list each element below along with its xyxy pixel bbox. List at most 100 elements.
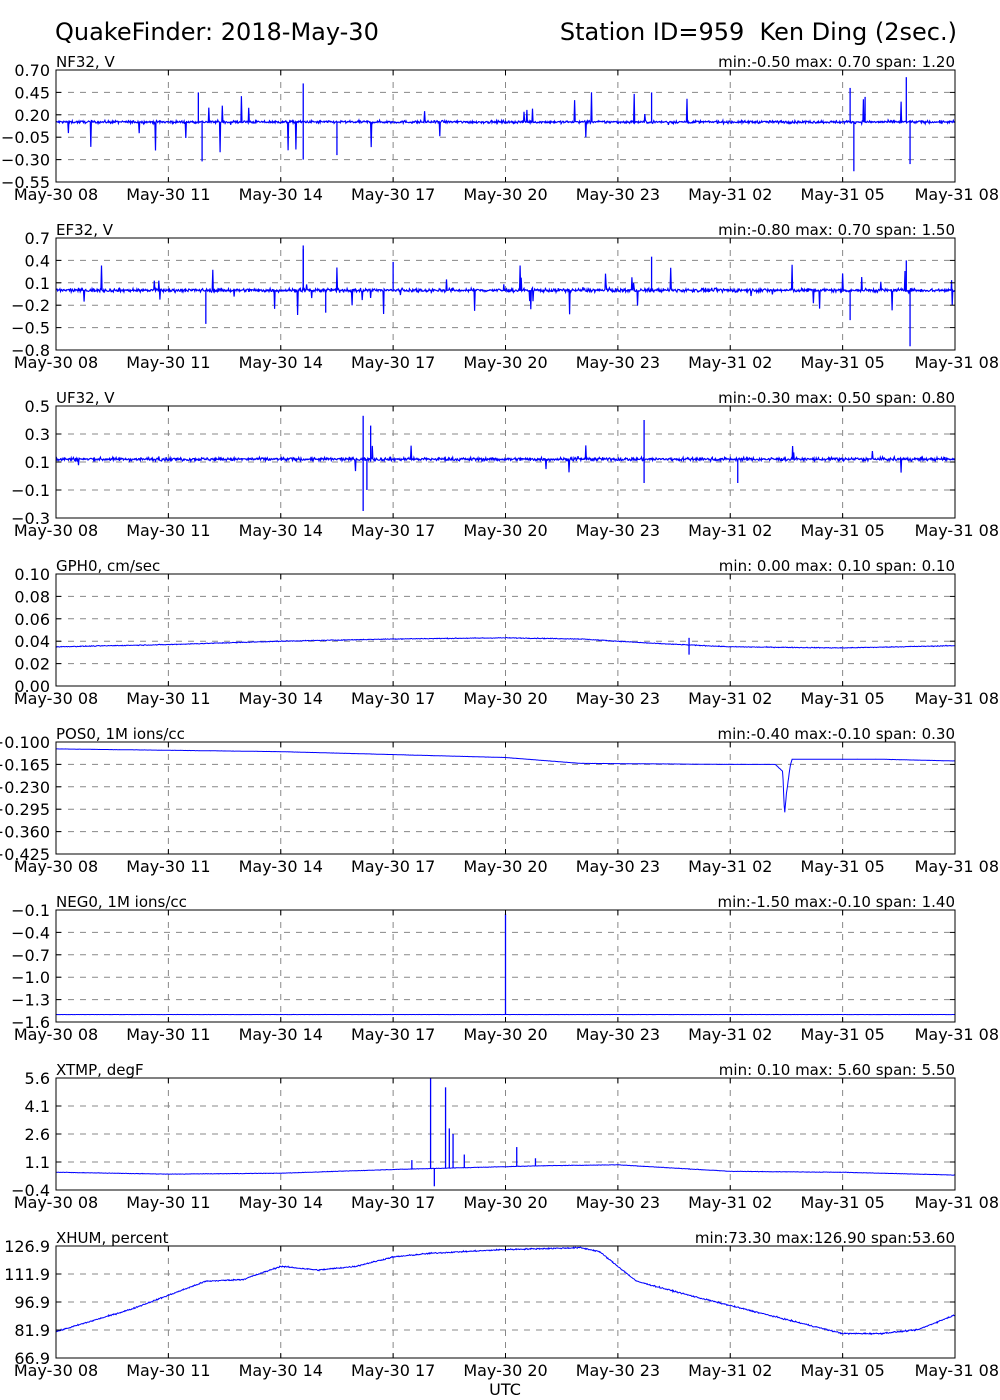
panel-5: May-30 08 May-30 11 May-30 14 May-30 17 May-… xyxy=(11,893,999,1044)
page-title: QuakeFinder: 2018-May-30 xyxy=(55,18,379,46)
x-tick-label: May-31 08 xyxy=(915,1025,999,1044)
panel-title: NEG0, 1M ions/cc xyxy=(56,893,187,911)
y-tick-label: 81.9 xyxy=(14,1321,50,1340)
y-tick-label: −0.5 xyxy=(11,319,50,338)
panel-title: NF32, V xyxy=(56,53,115,71)
x-tick-label: May-30 14 xyxy=(239,185,323,204)
x-tick-label: May-30 11 xyxy=(126,185,210,204)
x-tick-label: May-30 17 xyxy=(351,689,435,708)
x-tick-label: May-30 17 xyxy=(351,521,435,540)
panel-stats: min:-0.50 max: 0.70 span: 1.20 xyxy=(718,53,955,71)
y-tick-label: 0.45 xyxy=(14,83,50,102)
series-line xyxy=(55,637,956,649)
y-tick-label: −0.425 xyxy=(0,845,50,864)
y-tick-label: 111.9 xyxy=(4,1265,50,1284)
panel-title: POS0, 1M ions/cc xyxy=(56,725,185,743)
x-tick-label: May-30 20 xyxy=(463,353,547,372)
x-tick-label: May-30 08 xyxy=(14,185,98,204)
x-tick-label: May-30 11 xyxy=(126,1361,210,1380)
panel-3: May-30 08 May-30 11 May-30 14 May-30 17 May-… xyxy=(14,557,999,708)
x-tick-label: May-31 08 xyxy=(915,1193,999,1212)
x-tick-label: May-30 17 xyxy=(351,353,435,372)
panel-stats: min: 0.00 max: 0.10 span: 0.10 xyxy=(719,557,955,575)
panel-4: May-30 08 May-30 11 May-30 14 May-30 17 May-… xyxy=(0,725,999,876)
y-tick-label: 0.04 xyxy=(14,632,50,651)
y-tick-label: −0.2 xyxy=(11,296,50,315)
x-tick-label: May-31 05 xyxy=(800,689,884,708)
y-tick-label: 5.6 xyxy=(25,1069,50,1088)
x-tick-label: May-30 14 xyxy=(239,857,323,876)
x-tick-label: May-30 11 xyxy=(126,689,210,708)
x-tick-label: May-30 20 xyxy=(463,1193,547,1212)
x-tick-label: May-30 23 xyxy=(576,1025,660,1044)
y-tick-label: 0.20 xyxy=(14,106,50,125)
x-tick-label: May-31 05 xyxy=(800,1193,884,1212)
y-tick-label: 126.9 xyxy=(4,1237,50,1256)
series-line xyxy=(55,264,956,316)
y-tick-label: 0.7 xyxy=(25,229,50,248)
series-line xyxy=(56,748,955,813)
x-tick-label: May-30 14 xyxy=(239,1361,323,1380)
y-tick-label: 0.1 xyxy=(25,453,50,472)
y-tick-label: −1.3 xyxy=(11,991,50,1010)
x-tick-label: May-30 08 xyxy=(14,1025,98,1044)
x-tick-label: May-31 08 xyxy=(915,857,999,876)
y-tick-label: 0.70 xyxy=(14,61,50,80)
panel-stats: min:73.30 max:126.90 span:53.60 xyxy=(695,1229,955,1247)
y-tick-label: −0.295 xyxy=(0,800,50,819)
x-tick-label: May-31 05 xyxy=(800,353,884,372)
x-tick-label: May-31 02 xyxy=(688,1361,772,1380)
y-tick-label: −0.4 xyxy=(11,1181,50,1200)
panel-title: GPH0, cm/sec xyxy=(56,557,160,575)
x-tick-label: May-30 11 xyxy=(126,353,210,372)
x-tick-label: May-31 02 xyxy=(688,1025,772,1044)
x-tick-label: May-30 23 xyxy=(576,857,660,876)
x-tick-label: May-30 20 xyxy=(463,857,547,876)
x-tick-label: May-31 08 xyxy=(915,1361,999,1380)
x-tick-label: May-30 14 xyxy=(239,353,323,372)
x-tick-label: May-31 02 xyxy=(688,1193,772,1212)
x-tick-label: May-31 08 xyxy=(915,689,999,708)
x-tick-label: May-30 23 xyxy=(576,185,660,204)
series-line xyxy=(55,445,956,473)
y-tick-label: −1.0 xyxy=(11,968,50,987)
panel-stats: min:-0.30 max: 0.50 span: 0.80 xyxy=(718,389,955,407)
panel-title: UF32, V xyxy=(56,389,115,407)
y-tick-label: −0.1 xyxy=(11,481,50,500)
panel-stats: min:-0.40 max:-0.10 span: 0.30 xyxy=(718,725,956,743)
x-tick-label: May-30 08 xyxy=(14,1361,98,1380)
x-axis-label: UTC xyxy=(489,1380,521,1399)
x-tick-label: May-30 14 xyxy=(239,521,323,540)
x-tick-label: May-31 05 xyxy=(800,1361,884,1380)
y-tick-label: 1.1 xyxy=(25,1153,50,1172)
y-tick-label: 0.02 xyxy=(14,655,50,674)
y-tick-label: −0.100 xyxy=(0,733,50,752)
x-tick-label: May-31 02 xyxy=(688,689,772,708)
x-tick-label: May-30 20 xyxy=(463,521,547,540)
y-tick-label: 4.1 xyxy=(25,1097,50,1116)
x-tick-label: May-31 02 xyxy=(688,185,772,204)
panel-1: May-30 08 May-30 11 May-30 14 May-30 17 May-… xyxy=(11,221,999,372)
y-tick-label: 96.9 xyxy=(14,1293,50,1312)
y-tick-label: −0.3 xyxy=(11,509,50,528)
x-tick-label: May-30 20 xyxy=(463,185,547,204)
x-tick-label: May-31 08 xyxy=(915,185,999,204)
y-tick-label: −0.8 xyxy=(11,341,50,360)
series-line xyxy=(55,92,956,153)
x-tick-label: May-31 02 xyxy=(688,857,772,876)
y-tick-label: 0.3 xyxy=(25,425,50,444)
y-tick-label: 66.9 xyxy=(14,1349,50,1368)
x-tick-label: May-30 11 xyxy=(126,521,210,540)
y-tick-label: 0.10 xyxy=(14,565,50,584)
y-tick-label: 0.5 xyxy=(25,397,50,416)
x-tick-label: May-30 14 xyxy=(239,1193,323,1212)
panel-title: XTMP, degF xyxy=(56,1061,144,1079)
x-tick-label: May-30 08 xyxy=(14,689,98,708)
x-tick-label: May-30 08 xyxy=(14,353,98,372)
x-tick-label: May-30 23 xyxy=(576,353,660,372)
x-tick-label: May-31 05 xyxy=(800,857,884,876)
y-tick-label: 2.6 xyxy=(25,1125,50,1144)
y-tick-label: 0.06 xyxy=(14,610,50,629)
panel-stats: min: 0.10 max: 5.60 span: 5.50 xyxy=(719,1061,955,1079)
